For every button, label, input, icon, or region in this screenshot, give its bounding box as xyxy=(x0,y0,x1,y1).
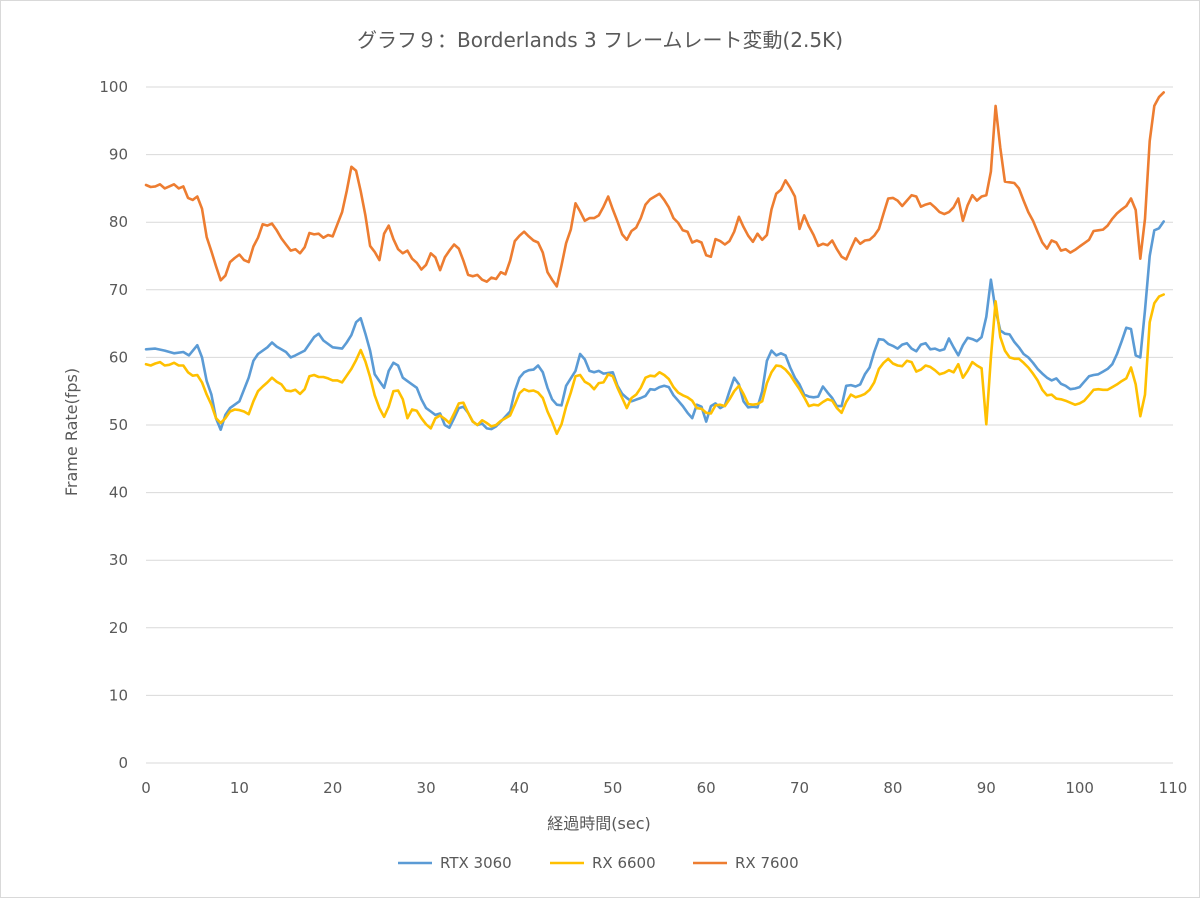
y-tick-label: 70 xyxy=(109,281,128,299)
y-tick-label: 60 xyxy=(109,348,128,366)
legend-label: RTX 3060 xyxy=(440,854,512,872)
x-tick-label: 80 xyxy=(883,779,902,797)
x-tick-label: 50 xyxy=(603,779,622,797)
legend: RTX 3060 RX 6600 RX 7600 xyxy=(398,854,799,872)
x-tick-label: 0 xyxy=(141,779,151,797)
x-tick-label: 20 xyxy=(323,779,342,797)
y-tick-label: 40 xyxy=(109,484,128,502)
y-tick-labels: 0 10 20 30 40 50 60 70 80 90 100 xyxy=(99,78,128,772)
x-tick-label: 110 xyxy=(1159,779,1188,797)
y-tick-label: 30 xyxy=(109,551,128,569)
x-tick-label: 60 xyxy=(697,779,716,797)
y-tick-label: 10 xyxy=(109,686,128,704)
x-tick-label: 40 xyxy=(510,779,529,797)
series-line-rtx-3060 xyxy=(144,220,1165,431)
y-axis-label: Frame Rate(fps) xyxy=(62,368,81,496)
y-tick-label: 0 xyxy=(118,754,128,772)
x-axis-label: 経過時間(sec) xyxy=(547,814,650,833)
x-tick-label: 30 xyxy=(417,779,436,797)
legend-label: RX 7600 xyxy=(735,854,799,872)
series-line-rx-6600 xyxy=(144,293,1165,436)
y-tick-label: 50 xyxy=(109,416,128,434)
chart-title: グラフ９：Borderlands 3 フレームレート変動(2.5K) xyxy=(357,28,843,52)
x-tick-label: 100 xyxy=(1065,779,1094,797)
series-lines xyxy=(144,91,1165,436)
y-tick-label: 100 xyxy=(99,78,128,96)
y-tick-label: 80 xyxy=(109,213,128,231)
y-tick-label: 20 xyxy=(109,619,128,637)
x-tick-label: 70 xyxy=(790,779,809,797)
y-tick-label: 90 xyxy=(109,146,128,164)
x-tick-label: 10 xyxy=(230,779,249,797)
x-tick-labels: 0 10 20 30 40 50 60 70 80 90 100 110 xyxy=(141,779,1187,797)
x-tick-label: 90 xyxy=(977,779,996,797)
series-line-rx-7600 xyxy=(144,91,1165,288)
legend-label: RX 6600 xyxy=(592,854,656,872)
